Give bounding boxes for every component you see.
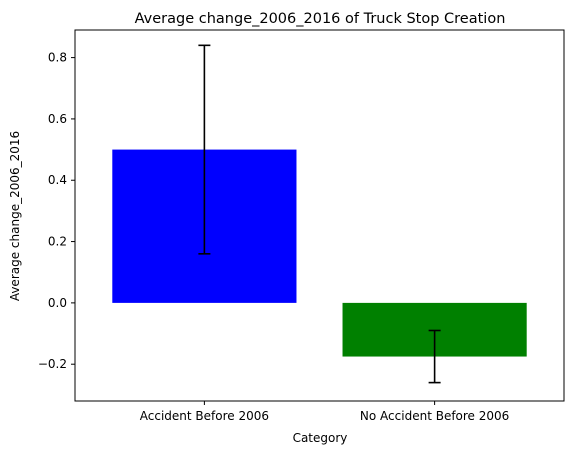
chart-title: Average change_2006_2016 of Truck Stop C… bbox=[135, 11, 506, 27]
bars-layer bbox=[112, 150, 526, 357]
x-axis-label: Category bbox=[293, 431, 348, 445]
x-tick-label: Accident Before 2006 bbox=[140, 409, 269, 423]
y-tick-label: 0.2 bbox=[48, 235, 67, 249]
y-axis-label: Average change_2006_2016 bbox=[8, 131, 22, 301]
y-tick-label: 0.8 bbox=[48, 51, 67, 65]
x-axis-ticks: Accident Before 2006 No Accident Before 2… bbox=[140, 401, 510, 423]
y-tick-label: 0.0 bbox=[48, 296, 67, 310]
x-tick-label: No Accident Before 2006 bbox=[360, 409, 509, 423]
y-tick-label: −0.2 bbox=[38, 357, 67, 371]
y-tick-label: 0.6 bbox=[48, 112, 67, 126]
y-axis-ticks: −0.2 0.0 0.2 0.4 0.6 0.8 bbox=[38, 51, 75, 372]
y-tick-label: 0.4 bbox=[48, 173, 67, 187]
